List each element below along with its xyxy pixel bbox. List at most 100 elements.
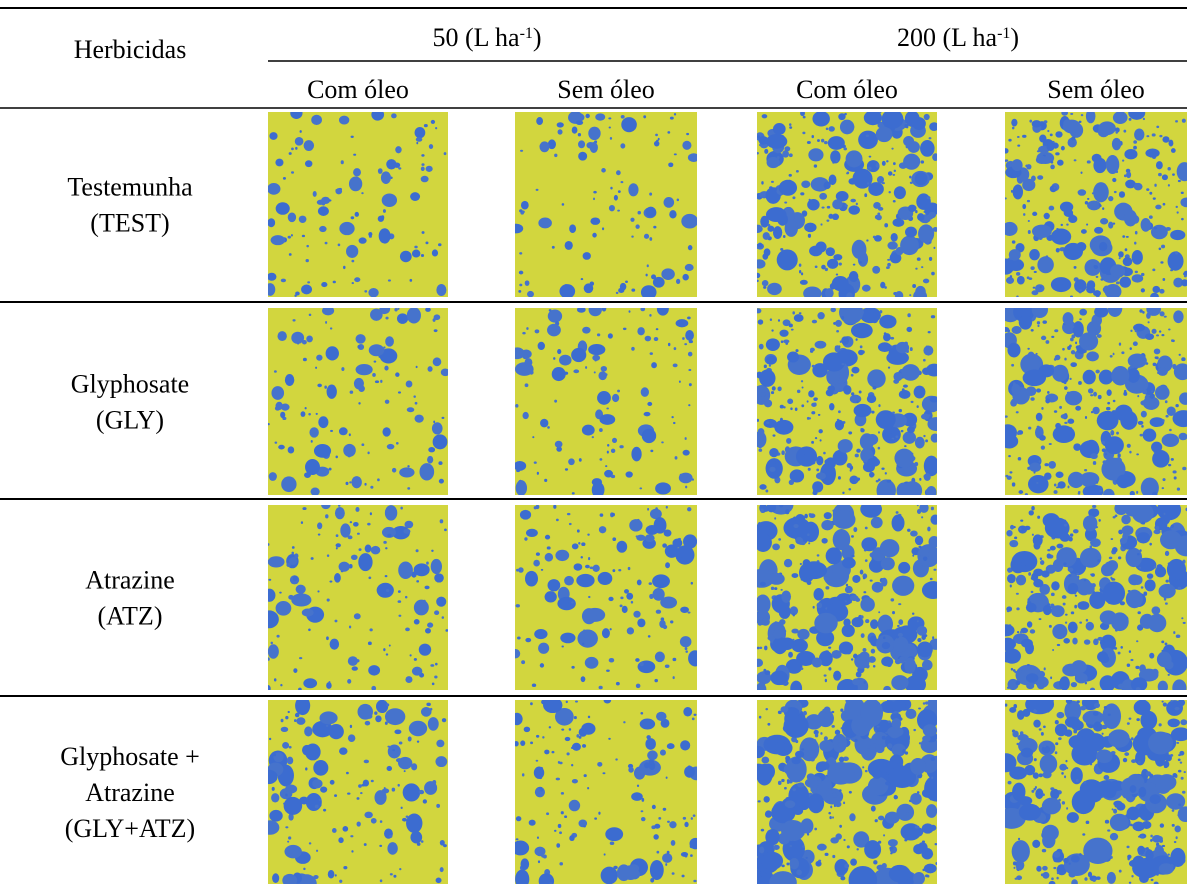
droplet bbox=[429, 144, 433, 149]
droplet bbox=[302, 507, 306, 510]
droplet bbox=[660, 749, 666, 755]
droplet bbox=[612, 438, 617, 443]
droplet bbox=[1168, 329, 1171, 331]
droplet bbox=[1075, 673, 1088, 684]
droplet bbox=[820, 732, 822, 735]
droplet bbox=[1124, 210, 1137, 227]
droplet bbox=[998, 424, 1017, 441]
droplet bbox=[687, 507, 691, 511]
droplet bbox=[673, 676, 675, 679]
droplet bbox=[687, 316, 691, 319]
droplet bbox=[572, 126, 578, 133]
droplet bbox=[910, 653, 914, 657]
droplet bbox=[624, 589, 629, 593]
droplet bbox=[884, 223, 888, 227]
droplet bbox=[569, 800, 580, 811]
droplet bbox=[1141, 586, 1144, 588]
droplet bbox=[1061, 110, 1068, 115]
droplet bbox=[285, 785, 297, 794]
droplet bbox=[882, 863, 887, 869]
droplet bbox=[612, 537, 616, 541]
droplet bbox=[1016, 607, 1019, 610]
group-header-part: 50 (L ha bbox=[432, 23, 520, 52]
droplet bbox=[309, 427, 318, 437]
droplet bbox=[864, 110, 882, 125]
droplet bbox=[1162, 478, 1165, 481]
droplet bbox=[649, 237, 652, 241]
droplet bbox=[393, 875, 396, 878]
droplet bbox=[766, 338, 780, 351]
droplet bbox=[652, 805, 656, 809]
droplet bbox=[537, 836, 539, 839]
droplet bbox=[647, 264, 649, 267]
droplet bbox=[1162, 136, 1169, 143]
droplet bbox=[681, 214, 698, 229]
droplet bbox=[1079, 318, 1082, 320]
droplet bbox=[1078, 189, 1087, 195]
droplet bbox=[578, 140, 585, 148]
droplet bbox=[410, 831, 422, 844]
droplet bbox=[621, 115, 625, 119]
droplet bbox=[887, 241, 897, 249]
droplet bbox=[775, 741, 786, 751]
droplet bbox=[923, 724, 937, 736]
droplet bbox=[357, 533, 360, 535]
droplet bbox=[1032, 840, 1040, 848]
droplet bbox=[1176, 836, 1178, 839]
droplet bbox=[318, 206, 329, 216]
spray-card bbox=[753, 301, 944, 502]
droplet bbox=[408, 736, 412, 741]
droplet bbox=[919, 503, 928, 513]
droplet bbox=[351, 555, 358, 560]
droplet bbox=[277, 331, 286, 341]
droplet bbox=[349, 433, 351, 436]
droplet bbox=[797, 390, 800, 393]
droplet bbox=[1155, 205, 1161, 210]
droplet bbox=[826, 547, 842, 564]
droplet bbox=[518, 567, 524, 573]
droplet bbox=[1165, 400, 1168, 403]
droplet bbox=[582, 425, 595, 436]
droplet bbox=[271, 642, 273, 645]
droplet bbox=[789, 126, 792, 129]
droplet bbox=[656, 712, 667, 721]
droplet bbox=[351, 476, 361, 488]
droplet bbox=[631, 447, 641, 462]
droplet bbox=[288, 236, 291, 239]
droplet bbox=[271, 235, 286, 245]
droplet bbox=[1100, 278, 1103, 280]
droplet bbox=[1109, 557, 1113, 560]
droplet bbox=[385, 336, 394, 346]
droplet bbox=[930, 515, 940, 525]
droplet bbox=[607, 451, 609, 454]
droplet bbox=[631, 288, 635, 291]
droplet bbox=[855, 739, 858, 742]
droplet bbox=[1035, 788, 1043, 799]
droplet bbox=[617, 541, 628, 553]
droplet bbox=[910, 140, 914, 144]
droplet bbox=[871, 411, 874, 414]
droplet bbox=[917, 626, 927, 636]
droplet bbox=[817, 787, 820, 791]
droplet bbox=[846, 584, 848, 587]
droplet bbox=[1091, 411, 1093, 413]
droplet bbox=[510, 347, 525, 359]
droplet bbox=[1170, 700, 1172, 702]
droplet bbox=[1022, 204, 1026, 209]
droplet bbox=[428, 366, 433, 372]
droplet bbox=[1079, 309, 1087, 316]
droplet bbox=[1113, 353, 1115, 356]
droplet bbox=[860, 570, 864, 575]
droplet bbox=[267, 657, 270, 660]
droplet bbox=[1009, 707, 1016, 713]
droplet bbox=[819, 193, 827, 200]
droplet bbox=[892, 755, 901, 764]
droplet bbox=[395, 146, 401, 153]
droplet bbox=[926, 804, 937, 818]
droplet bbox=[673, 363, 678, 367]
droplet bbox=[774, 420, 793, 435]
droplet bbox=[1079, 289, 1082, 291]
droplet bbox=[1014, 536, 1017, 539]
droplet bbox=[571, 764, 573, 767]
droplet bbox=[1086, 345, 1089, 348]
